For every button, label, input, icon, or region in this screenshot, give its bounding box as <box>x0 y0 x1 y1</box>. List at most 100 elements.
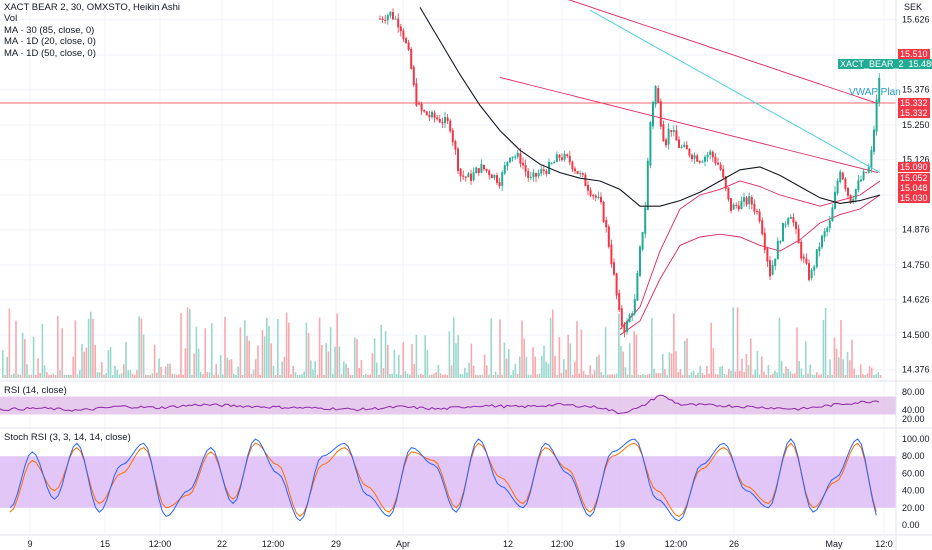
volume-bar <box>457 335 459 378</box>
volume-bar <box>479 374 481 378</box>
volume-bar <box>228 359 231 378</box>
volume-bar <box>501 374 503 378</box>
candle-body <box>771 265 774 275</box>
candle-body <box>540 169 543 174</box>
legend-vol[interactable]: Vol <box>4 13 18 25</box>
candle-body <box>579 172 582 174</box>
price-tag: 15.332 <box>898 108 930 118</box>
ma-85-line <box>419 7 881 207</box>
candle-body <box>626 321 628 332</box>
volume-bar <box>50 374 52 378</box>
volume-bar <box>303 371 305 378</box>
volume-bar <box>435 372 437 378</box>
volume-bar <box>424 335 426 378</box>
candle-body <box>841 172 844 180</box>
volume-bar <box>376 362 378 378</box>
volume-bar <box>527 374 530 378</box>
symbol-title[interactable]: XACT BEAR 2, 30, OMXSTO, Heikin Ashi <box>4 2 180 13</box>
candle-body <box>423 110 426 112</box>
candle-body <box>644 207 647 234</box>
volume-bar <box>96 372 99 378</box>
volume-bar <box>525 356 528 378</box>
volume-bar <box>512 370 514 378</box>
volume-bar <box>347 367 349 378</box>
candle-body <box>490 174 493 179</box>
volume-bar <box>582 370 585 378</box>
volume-bar <box>514 363 517 378</box>
volume-bar <box>717 374 719 378</box>
volume-bar <box>723 373 726 378</box>
candle-body <box>514 156 517 158</box>
volume-bar <box>103 374 105 378</box>
volume-bar <box>556 374 558 378</box>
stoch-rsi-title[interactable]: Stoch RSI (3, 3, 14, 14, close) <box>4 432 131 443</box>
candle-body <box>610 244 613 265</box>
volume-bar <box>774 370 776 378</box>
candle-body <box>709 151 712 156</box>
volume-bar <box>204 328 206 378</box>
volume-bar <box>147 374 149 378</box>
volume-bar <box>340 374 343 378</box>
upper-band-line <box>499 76 879 174</box>
volume-bar <box>510 374 512 378</box>
volume-bar <box>488 374 490 378</box>
candle-body <box>828 220 831 229</box>
volume-bar <box>266 317 268 378</box>
candle-body <box>438 118 441 123</box>
candle-body <box>454 141 457 150</box>
volume-bar <box>393 349 396 378</box>
legend-ma-20[interactable]: MA · 1D (20, close, 0) <box>4 36 96 48</box>
legend-ma-85[interactable]: MA · 30 (85, close, 0) <box>4 24 95 36</box>
volume-bar <box>409 374 411 378</box>
volume-bar <box>734 371 737 378</box>
stoch-k-line <box>9 438 877 522</box>
moving-average-line <box>419 7 881 207</box>
candle-body <box>701 161 704 163</box>
candle-body <box>646 160 649 210</box>
volume-bar <box>549 318 552 378</box>
rsi-title[interactable]: RSI (14, close) <box>4 385 67 396</box>
volume-bar <box>494 371 497 378</box>
volume-bar <box>791 373 794 378</box>
volume-bar <box>37 358 39 378</box>
volume-bar <box>149 374 151 378</box>
volume-bar <box>653 368 655 378</box>
volume-bar <box>261 329 264 378</box>
candle-body <box>787 218 790 225</box>
volume-bar <box>765 374 767 378</box>
volume-bar <box>741 358 743 378</box>
volume-bar <box>406 373 409 378</box>
volume-bar <box>325 343 327 378</box>
currency-label[interactable]: SEK <box>904 2 923 12</box>
volume-bar <box>70 374 72 378</box>
volume-bar <box>426 350 429 378</box>
volume-bar <box>134 374 136 378</box>
candle-body <box>462 175 465 177</box>
candle-body <box>815 249 818 267</box>
time-tick-label: 12:00 <box>665 539 688 549</box>
candle-body <box>535 173 537 177</box>
volume-bar <box>622 351 624 378</box>
candle-body <box>472 172 475 181</box>
price-tag: 15.030 <box>898 193 930 203</box>
volume-bar <box>116 369 118 378</box>
volume-bar <box>644 375 646 378</box>
volume-bar <box>719 366 721 378</box>
volume-bar <box>373 338 376 378</box>
candle-body <box>407 42 410 50</box>
candle-body <box>628 315 631 323</box>
time-axis[interactable]: 9 15 12:00 22 12:00 29 Apr 12 12:00 19 12:00 26 May 1… <box>27 539 892 549</box>
volume-bar <box>21 332 24 378</box>
volume-bar <box>123 364 125 378</box>
candle-body <box>639 246 641 276</box>
volume-bar <box>153 344 156 378</box>
legend-ma-50[interactable]: MA · 1D (50, close, 0) <box>4 47 96 59</box>
candle-body <box>553 161 556 164</box>
volume-bar <box>79 370 81 378</box>
candle-body <box>730 198 732 211</box>
candle-body <box>459 168 462 177</box>
volume-bar <box>743 372 745 378</box>
volume-bar <box>651 318 653 378</box>
volume-bar <box>776 372 778 378</box>
